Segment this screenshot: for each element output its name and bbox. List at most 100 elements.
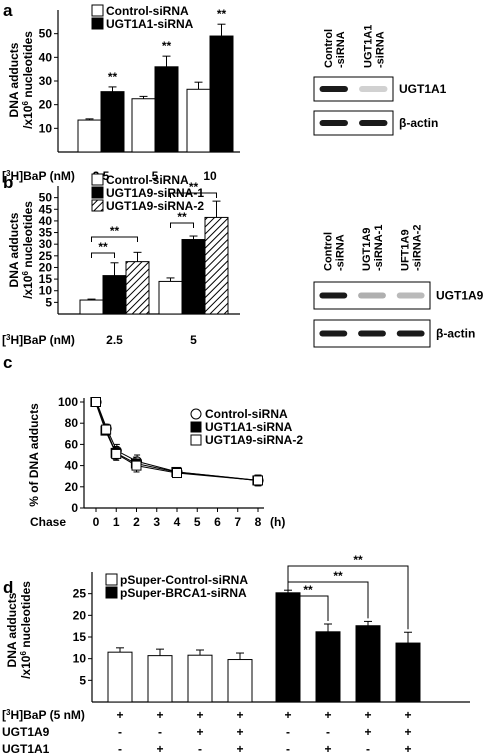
panel-b-blot: Control -siRNA UGT1A9 -siRNA-1 UFT1A9 -siRNA-…	[313, 225, 484, 348]
y-tick-label: 0	[71, 501, 78, 515]
legend-entry: UGT1A9-siRNA-2	[205, 433, 303, 447]
x-row-label: [3H]BaP (nM)	[2, 169, 75, 184]
treatment-sign: +	[236, 708, 243, 722]
x-category-label: 5	[152, 169, 159, 183]
y-tick-label: 15	[39, 272, 53, 286]
significance-marker: **	[162, 39, 172, 53]
y-axis-label-units: /x106 nucleotides	[21, 31, 36, 129]
x-category-label: 2.5	[106, 333, 123, 347]
x-row-label: [3H]BaP (5 nM)	[2, 708, 85, 723]
legend-entry: Control-siRNA	[106, 173, 189, 187]
data-point	[253, 475, 263, 486]
treatment-sign: +	[284, 708, 291, 722]
treatment-sign: +	[404, 725, 411, 739]
y-axis-label-units-tail: nucleotides	[21, 201, 35, 271]
significance-bracket	[287, 565, 409, 630]
y-tick-label: 20	[65, 480, 79, 494]
data-point	[172, 468, 182, 479]
panel-a-chart: DNA adducts/x106 nucleotides10203040502.…	[2, 4, 240, 183]
bar	[186, 88, 211, 153]
panel-b: b DNA adducts/x106 nucleotides5101520253…	[2, 173, 484, 348]
legend-entry: UGT1A9-siRNA-1	[106, 186, 204, 200]
data-point	[131, 460, 142, 471]
legend-swatch	[91, 186, 104, 199]
x-row-label-bracket: [	[2, 708, 6, 722]
x-row-label-bracket: [	[2, 169, 6, 183]
blot-lane-label: -siRNA-2	[412, 225, 424, 271]
bar	[395, 642, 421, 703]
x-row-label-text: UGT1A9	[2, 725, 50, 739]
legend-swatch	[91, 17, 104, 30]
y-tick-label: 50	[39, 191, 53, 205]
bar	[355, 625, 381, 703]
treatment-sign: +	[324, 708, 331, 722]
x-axis-unit: (h)	[270, 515, 285, 529]
blot-band	[319, 292, 348, 299]
bar	[181, 239, 206, 315]
x-row-label: [3H]BaP (nM)	[2, 333, 75, 348]
data-point	[111, 448, 122, 459]
significance-bracket	[170, 192, 217, 198]
data-point	[101, 424, 112, 435]
treatment-sign: -	[118, 742, 122, 756]
y-tick-label: 20	[73, 608, 87, 622]
panel-b-chart: DNA adducts/x106 nucleotides510152025303…	[2, 173, 240, 347]
blot-band	[396, 292, 425, 299]
bar	[125, 261, 150, 315]
y-axis-label: % of DNA adducts	[27, 403, 41, 507]
x-tick-label: 6	[214, 515, 221, 529]
data-point	[91, 397, 101, 407]
treatment-sign: +	[364, 708, 371, 722]
significance-bracket	[91, 252, 115, 258]
x-row-label-text: H]BaP (nM)	[10, 169, 74, 183]
treatment-sign: -	[366, 742, 370, 756]
blot-lane-label: Control	[323, 29, 335, 68]
treatment-sign: +	[364, 725, 371, 739]
y-axis-label: DNA adducts	[5, 592, 19, 667]
bar	[227, 659, 253, 703]
blot-lane-label: -siRNA	[335, 31, 347, 68]
y-tick-label: 40	[39, 214, 53, 228]
treatment-sign: +	[324, 742, 331, 756]
significance-marker: **	[353, 553, 363, 567]
bar	[315, 631, 341, 703]
x-tick-label: 8	[255, 515, 262, 529]
blot-protein-label: UGT1A1	[399, 82, 447, 96]
treatment-sign: -	[286, 742, 290, 756]
blot-protein-label: UGT1A9	[436, 289, 484, 303]
y-tick-label: 20	[39, 98, 53, 112]
bar	[100, 91, 125, 153]
legend-swatch	[91, 199, 104, 212]
y-tick-label: 60	[65, 437, 79, 451]
y-tick-label: 10	[73, 652, 87, 666]
bar	[209, 35, 234, 153]
blot-lane-label: Control	[322, 232, 334, 271]
legend-swatch	[105, 573, 118, 586]
treatment-sign: +	[156, 708, 163, 722]
y-axis-label-units: /x106 nucleotides	[19, 581, 34, 679]
significance-marker: **	[177, 210, 187, 224]
x-tick-label: 2	[133, 515, 140, 529]
y-axis-label-units-exponent: 6	[21, 101, 30, 106]
panel-letter-a: a	[3, 1, 13, 20]
x-row-label-text: UGT1A1	[2, 742, 50, 756]
blot-protein-label: β-actin	[399, 116, 438, 130]
y-tick-label: 50	[39, 27, 53, 41]
treatment-sign: +	[156, 742, 163, 756]
blot-lane-label: UFT1A9	[400, 229, 412, 271]
legend-marker	[190, 408, 202, 420]
y-tick-label: 5	[79, 673, 86, 687]
legend-entry: UGT1A1-siRNA	[106, 17, 194, 31]
x-tick-label: 7	[234, 515, 241, 529]
bar	[147, 655, 173, 703]
blot-lane-label: UGT1A1	[362, 25, 374, 68]
y-axis-label-units-tail: nucleotides	[19, 581, 33, 651]
blot-band	[319, 330, 348, 337]
y-axis-label-units-part: /x10	[21, 105, 35, 129]
panel-d-chart: DNA adducts/x106 nucleotides 5 10 15 20 25 ** *…	[2, 553, 470, 756]
x-tick-label: 1	[113, 515, 120, 529]
panel-letter-b: b	[3, 173, 13, 192]
y-tick-label: 40	[65, 459, 79, 473]
legend-entry: Control-siRNA	[205, 407, 288, 421]
